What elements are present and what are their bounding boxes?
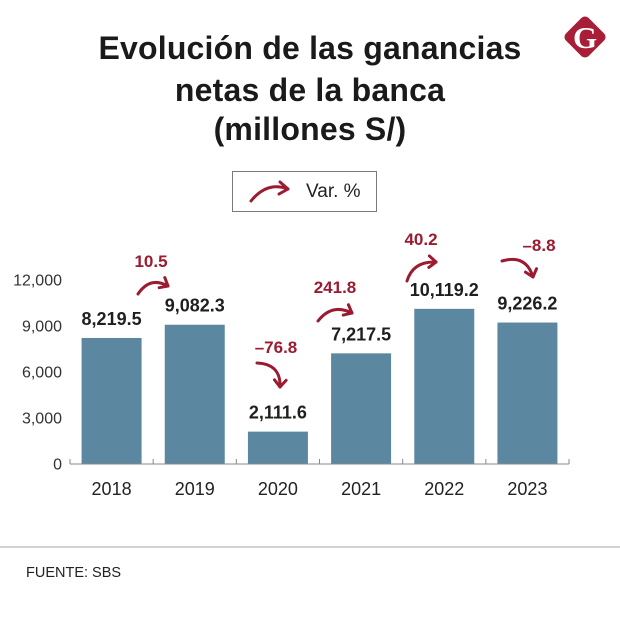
x-tick-label: 2022 xyxy=(424,479,464,499)
legend-label: Var. % xyxy=(306,181,361,202)
y-tick-label: 9,000 xyxy=(22,319,62,336)
change-arrow-curve xyxy=(500,257,535,279)
footer-divider xyxy=(0,546,620,548)
y-tick-label: 3,000 xyxy=(22,411,62,428)
bar-2018 xyxy=(81,337,142,464)
change-arrow-head xyxy=(157,276,170,290)
x-tick-label: 2019 xyxy=(175,479,215,499)
value-label: 2,111.6 xyxy=(249,403,307,423)
brand-logo-icon: G xyxy=(564,16,606,58)
variation-label: 40.2 xyxy=(404,230,437,249)
change-arrow-up-icon xyxy=(136,276,170,296)
variation-label: 10.5 xyxy=(134,252,167,271)
y-tick-label: 6,000 xyxy=(22,365,62,382)
chart-title-line-1: Evolución de las ganancias xyxy=(98,30,522,66)
bar-2019 xyxy=(164,324,225,464)
change-arrow-curve xyxy=(255,361,282,389)
value-label: 10,119.2 xyxy=(410,280,479,300)
change-arrow-head xyxy=(341,303,354,317)
bar-2020 xyxy=(247,431,308,464)
x-tick-label: 2018 xyxy=(92,479,132,499)
value-label: 7,217.5 xyxy=(331,324,391,344)
value-label: 9,226.2 xyxy=(497,294,557,314)
x-tick-label: 2020 xyxy=(258,479,298,499)
change-arrow-curve xyxy=(136,280,170,296)
value-label: 9,082.3 xyxy=(165,296,225,316)
change-arrow-up-icon xyxy=(316,303,354,323)
change-arrow-down-icon xyxy=(255,361,288,389)
bar-2022 xyxy=(414,308,475,464)
logo-letter: G xyxy=(573,20,597,55)
curved-arrow-icon xyxy=(249,180,290,203)
x-tick-label: 2023 xyxy=(507,479,547,499)
y-tick-label: 0 xyxy=(53,457,62,474)
change-arrow-head xyxy=(427,254,438,269)
source-note: FUENTE: SBS xyxy=(26,565,122,581)
variation-label: 241.8 xyxy=(314,278,357,297)
change-arrow-curve xyxy=(316,307,354,323)
change-arrow-down-icon xyxy=(500,257,539,279)
value-label: 8,219.5 xyxy=(82,309,142,329)
logo-diamond xyxy=(564,16,606,58)
change-arrow-up-icon xyxy=(405,254,438,283)
change-arrow-head xyxy=(273,378,288,389)
chart-legend: Var. % xyxy=(232,171,377,212)
variation-label: –76.8 xyxy=(255,338,298,357)
chart-title-line-2: netas de la banca xyxy=(174,72,446,108)
change-arrow-head xyxy=(523,267,539,279)
change-arrow-curve xyxy=(405,260,438,283)
chart-title-line-3: (millones S/) xyxy=(213,111,407,147)
bar-2021 xyxy=(331,353,392,464)
variation-label: –8.8 xyxy=(522,236,555,255)
x-tick-label: 2021 xyxy=(341,479,381,499)
bar-2023 xyxy=(497,322,558,464)
y-tick-label: 12,000 xyxy=(13,273,62,290)
